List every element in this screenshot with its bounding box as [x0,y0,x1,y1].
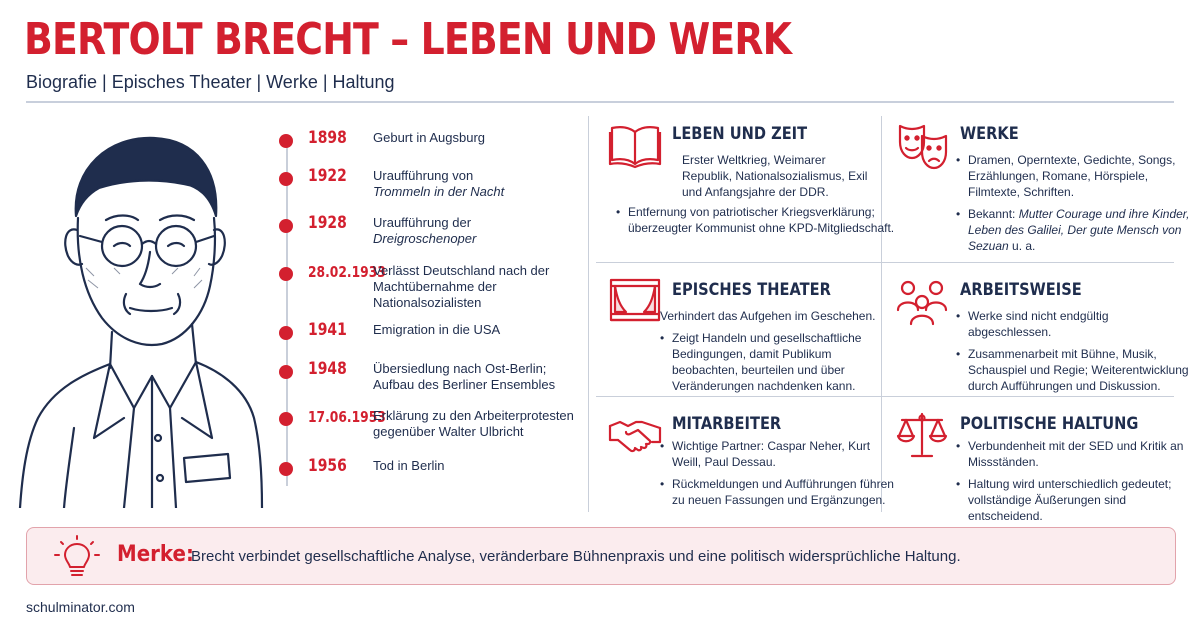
timeline-year: 1898 [308,128,347,148]
timeline-text: Emigration in die USA [373,322,501,337]
timeline-dot [279,219,293,233]
brecht-portrait-illustration [18,136,264,508]
card-title: POLITISCHE HALTUNG [960,414,1139,434]
timeline-dot [279,412,293,426]
timeline-dot [279,326,293,340]
card-bullet: Zeigt Handeln und gesellschaftliche Bedi… [660,330,896,394]
card-bullet: Werke sind nicht endgültig abgeschlessen… [956,308,1192,340]
timeline-dot [279,134,293,148]
work-title: Dreigroschenoper [373,231,477,246]
card-body: Dramen, Operntexte, Gedichte, Songs, Erz… [956,152,1192,260]
timeline-dot [279,462,293,476]
card-intro: Verhindert das Aufgehen im Geschehen. [660,309,876,323]
people-group-icon [896,280,948,326]
card-bullet: Bekannt: Mutter Courage und ihre Kinder,… [956,206,1192,254]
page-subtitle: Biografie | Episches Theater | Werke | H… [26,72,395,92]
grid-divider [588,116,589,512]
merke-box: Merke: Brecht verbindet gesellschaftlich… [26,527,1176,585]
timeline-text: Tod in Berlin [373,458,445,473]
timeline-dot [279,172,293,186]
handshake-icon [608,420,662,453]
card-body: Verhindert das Aufgehen im Geschehen. Ze… [660,308,896,400]
timeline-text: Übersiedlung nach Ost-Berlin; Aufbau des… [373,361,556,392]
work-title: Trommeln in der Nacht [373,184,505,199]
grid-divider [881,116,882,512]
timeline-line [286,136,288,486]
card-body: Erster Weltkrieg, Weimarer Republik, Nat… [682,152,872,206]
timeline-year: 1956 [308,456,347,476]
timeline-year: 1948 [308,359,347,379]
card-intro: Erster Weltkrieg, Weimarer Republik, Nat… [682,153,868,199]
grid-divider [596,396,1174,397]
lightbulb-icon [54,535,100,576]
page-title: BERTOLT BRECHT – LEBEN UND WERK [24,14,792,65]
card-bullet: Dramen, Operntexte, Gedichte, Songs, Erz… [956,152,1192,200]
timeline-year: 1928 [308,213,347,233]
timeline-dot [279,267,293,281]
scales-of-justice-icon [896,412,948,458]
card-body: Wichtige Partner: Caspar Neher, Kurt Wei… [660,438,896,514]
card-body: Entfernung von patriotischer Kriegsverkl… [616,204,904,242]
open-book-icon [608,126,662,169]
card-bullet: Verbundenheit mit der SED und Kritik an … [956,438,1192,470]
grid-divider [596,262,1174,263]
footer-source: schulminator.com [26,599,135,615]
timeline-text: Verlässt Deutschland nach der Machtübern… [373,263,550,310]
card-body: Werke sind nicht endgültig abgeschlessen… [956,308,1192,400]
timeline-dot [279,365,293,379]
card-bullet: Haltung wird unterschiedlich gedeutet; v… [956,476,1192,524]
timeline-text: Uraufführung von Trommeln in der Nacht [373,168,588,200]
timeline-text: Geburt in Augsburg [373,130,486,145]
card-body: Verbundenheit mit der SED und Kritik an … [956,438,1192,530]
merke-label: Merke: [117,542,194,567]
timeline-year: 1922 [308,166,347,186]
header-divider [26,101,1174,103]
timeline-text: Uraufführung der Dreigroschenoper [373,215,588,247]
timeline-text: Erklärung zu den Arbeiterprotesten gegen… [373,408,574,439]
card-bullet: Entfernung von patriotischer Kriegsverkl… [616,204,904,236]
theater-stage-icon [609,278,661,322]
theater-masks-icon [898,124,948,170]
card-bullet: Rückmeldungen und Aufführungen führen zu… [660,476,896,508]
timeline-year: 28.02.1933 [308,263,386,281]
card-bullet: Wichtige Partner: Caspar Neher, Kurt Wei… [660,438,896,470]
timeline: 1898 Geburt in Augsburg 1922 Uraufführun… [270,116,590,516]
timeline-year: 17.06.1953 [308,408,386,426]
card-title: WERKE [960,124,1019,144]
merke-text: Brecht verbindet gesellschaftliche Analy… [191,548,961,565]
timeline-year: 1941 [308,320,347,340]
card-title: LEBEN UND ZEIT [672,124,808,144]
info-grid: LEBEN UND ZEIT Erster Weltkrieg, Weimare… [588,116,1189,523]
card-title: ARBEITSWEISE [960,280,1082,300]
card-title: EPISCHES THEATER [672,280,831,300]
card-title: MITARBEITER [672,414,782,434]
card-bullet: Zusammenarbeit mit Bühne, Musik, Schausp… [956,346,1192,394]
